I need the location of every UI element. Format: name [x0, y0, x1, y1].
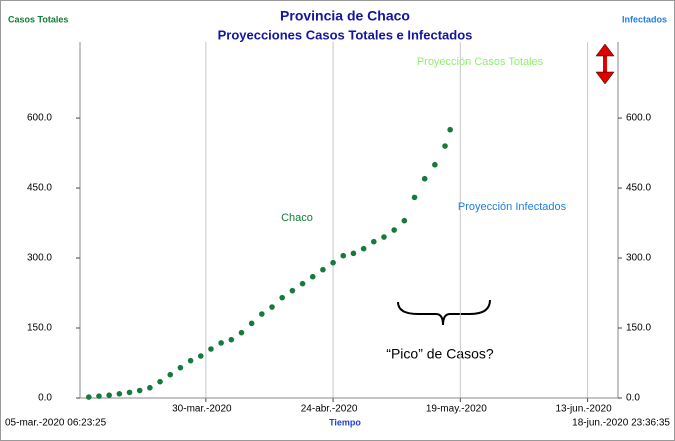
data-point — [259, 311, 265, 317]
x-end-label: 18-jun.-2020 23:36:35 — [572, 418, 670, 429]
data-point — [96, 393, 102, 399]
y2-tick-label: 600.0 — [626, 113, 651, 124]
data-point — [432, 161, 438, 168]
data-point — [238, 329, 245, 336]
x-tick-label: 19-may.-2020 — [426, 404, 487, 415]
data-point — [218, 340, 224, 346]
data-point — [269, 304, 275, 310]
y-tick-label: 150.0 — [27, 323, 52, 334]
data-point — [381, 234, 387, 240]
y2-tick-label: 150.0 — [626, 323, 651, 334]
y-tick-label: 600.0 — [27, 113, 52, 124]
x-tick-label: 30-mar.-2020 — [172, 404, 232, 415]
brace — [397, 299, 491, 326]
series-label: Proyección Casos Totales — [417, 56, 544, 68]
x-axis-label: Tiempo — [329, 417, 361, 427]
data-point — [157, 378, 163, 385]
data-point — [248, 320, 255, 327]
x-tick-label: 13-jun.-2020 — [555, 404, 612, 415]
data-point — [442, 143, 448, 149]
chart-title: Provincia de Chaco — [280, 8, 410, 24]
data-point — [208, 346, 214, 352]
y2-tick-label: 450.0 — [626, 183, 651, 194]
data-point — [447, 126, 453, 133]
data-point — [401, 217, 408, 224]
y-tick-label: 450.0 — [27, 183, 52, 194]
chart-subtitle: Proyecciones Casos Totales e Infectados — [218, 27, 473, 42]
data-point — [309, 273, 316, 280]
y2-axis-label: Infectados — [622, 14, 667, 24]
data-point — [106, 392, 112, 399]
data-point — [360, 245, 367, 252]
y-axis-label: Casos Totales — [8, 14, 68, 24]
y-tick-label: 300.0 — [27, 253, 52, 264]
data-point — [197, 353, 204, 359]
data-point — [177, 364, 184, 371]
data-point — [350, 250, 357, 257]
data-point — [391, 227, 397, 233]
data-point — [167, 371, 174, 378]
data-point — [340, 252, 347, 259]
data-point — [116, 391, 123, 397]
x-start-label: 05-mar.-2020 06:23:25 — [5, 418, 107, 429]
data-point — [126, 389, 133, 396]
data-point — [279, 294, 286, 301]
data-point — [289, 287, 296, 294]
x-tick-label: 24-abr.-2020 — [301, 404, 358, 415]
y-tick-label: 0.0 — [38, 393, 52, 404]
data-point — [147, 384, 153, 391]
data-point — [320, 266, 326, 273]
data-point — [330, 259, 336, 266]
data-point — [421, 175, 428, 182]
series-label: Chaco — [281, 212, 313, 224]
y2-tick-label: 300.0 — [626, 253, 651, 264]
data-point — [136, 387, 143, 394]
data-point — [299, 280, 306, 287]
data-point — [228, 336, 235, 343]
data-point — [187, 357, 194, 364]
y2-tick-label: 0.0 — [626, 393, 640, 404]
data-point — [411, 194, 418, 201]
data-point — [86, 394, 92, 400]
annotation: “Pico” de Casos? — [386, 346, 494, 362]
double-arrow — [595, 43, 615, 85]
series-label: Proyección Infectados — [458, 201, 567, 213]
data-point — [371, 238, 377, 245]
